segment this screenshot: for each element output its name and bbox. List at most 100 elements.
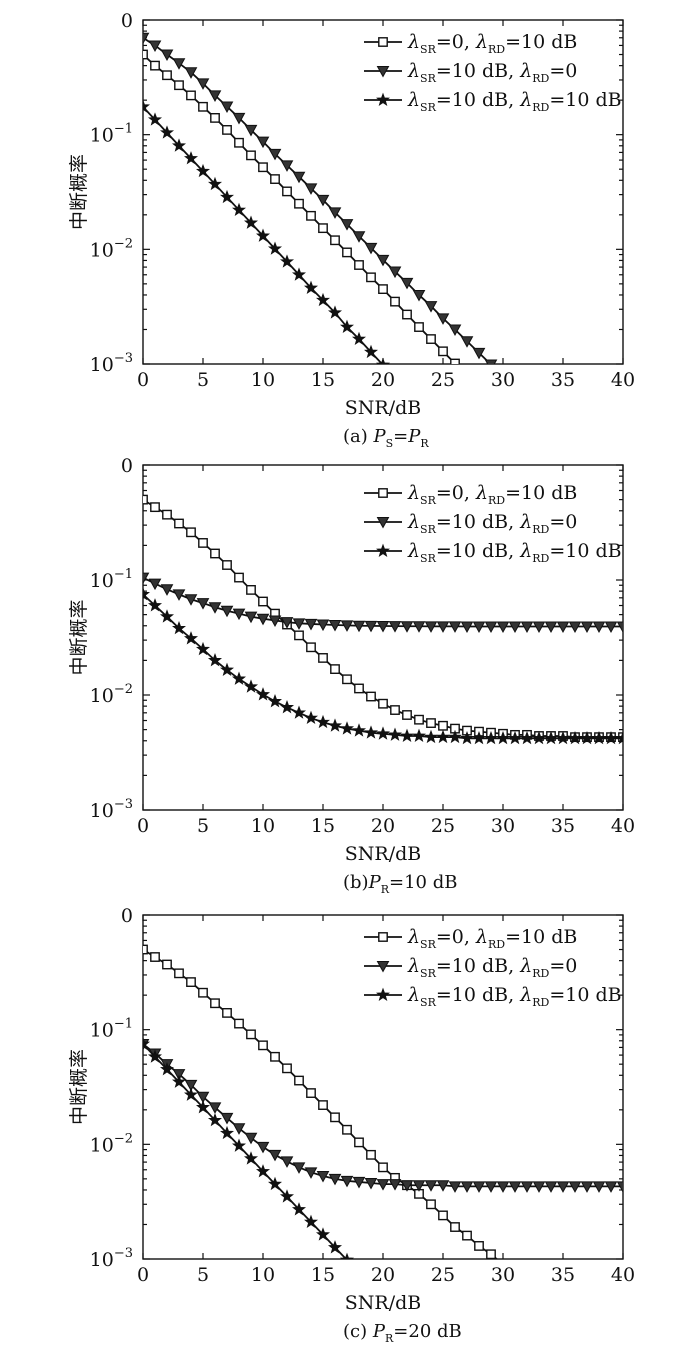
y-tick-exponent: −2 (114, 236, 133, 251)
data-point-square (426, 1199, 436, 1210)
caption-text-var: P (373, 426, 387, 447)
data-point-triangle-down (376, 1179, 390, 1191)
data-point-star (303, 1214, 319, 1229)
data-point-triangle-down (580, 621, 594, 634)
data-point-square (143, 49, 148, 60)
data-point-star (423, 729, 439, 744)
legend-label-text: =10 dB (505, 31, 577, 53)
data-point-triangle-down (400, 1180, 414, 1192)
data-point-triangle-down (352, 1176, 366, 1189)
data-point-star (231, 671, 247, 685)
data-point-square (438, 346, 448, 357)
data-point-star (363, 344, 379, 359)
data-point-square (258, 162, 268, 173)
data-point-square (402, 710, 412, 720)
x-tick-label: 30 (491, 1264, 515, 1286)
y-tick-exponent: −1 (114, 122, 133, 137)
data-point-star (471, 730, 487, 745)
x-axis-label: SNR/dB (345, 397, 421, 419)
data-point-star (147, 1049, 163, 1063)
data-point-square (282, 186, 292, 197)
data-point-triangle-down (160, 49, 174, 62)
legend-label-greek: λ (519, 511, 532, 533)
data-point-star (495, 730, 511, 745)
data-point-triangle-down (196, 598, 210, 610)
data-point-square (378, 698, 388, 709)
data-point-triangle-down (352, 231, 366, 243)
data-point-star (183, 1087, 199, 1101)
data-point-star (243, 679, 259, 693)
data-point-triangle-down (316, 194, 330, 207)
y-tick-base: 10 (90, 354, 114, 376)
legend-label-sub: SR (420, 101, 437, 114)
data-point-square (150, 952, 160, 962)
legend-label-text: =10 dB (549, 89, 621, 111)
data-point-star (339, 721, 355, 735)
y-tick-label: 10−2 (90, 236, 133, 261)
data-point-square (463, 372, 471, 380)
legend-entry: λSR=0, λRD=10 dB (364, 31, 577, 56)
data-point-triangle-down (424, 621, 438, 633)
data-point-triangle-down (232, 112, 246, 125)
panels-layer: 0 5 10 15 20 25 30 35 40010−110−210−3中断概率SNR/dB(… (68, 10, 635, 1345)
data-point-triangle-down (220, 1112, 234, 1125)
data-point-triangle-down (508, 621, 522, 634)
data-point-square (318, 653, 328, 663)
legend-label-greek: λ (407, 511, 420, 533)
data-point-triangle-down (448, 1181, 462, 1193)
x-tick-label: 5 (197, 815, 209, 837)
series-star (143, 587, 623, 745)
data-point-star (143, 587, 151, 601)
legend-label-greek: λ (519, 540, 532, 562)
legend-label-sub: SR (420, 967, 437, 980)
legend-label-sub: RD (532, 101, 549, 114)
data-point-star (195, 1100, 211, 1114)
data-point-square (198, 538, 208, 548)
legend-label-sub: RD (532, 967, 549, 980)
data-point-triangle-down (184, 594, 198, 606)
legend-label-text: =10 dB (505, 482, 577, 504)
legend-entry: λSR=10 dB, λRD=0 (364, 955, 577, 980)
y-tick-base: 0 (121, 455, 133, 477)
data-point-square (438, 720, 448, 731)
data-point-star (159, 125, 175, 139)
data-point-star (291, 1202, 307, 1216)
data-point-star (543, 730, 559, 745)
data-point-square (342, 674, 352, 685)
legend-marker-star (375, 543, 391, 557)
data-point-star (171, 138, 187, 152)
data-point-triangle-down (184, 1079, 198, 1092)
data-point-square (162, 509, 172, 520)
y-axis-label: 中断概率 (68, 154, 90, 230)
legend-label-sub: SR (420, 996, 437, 1009)
chart-panel-3: 0 5 10 15 20 25 30 35 40010−110−210−3中断概率SNR/dB(… (68, 905, 635, 1345)
data-point-square (143, 494, 148, 505)
legend-label-greek: λ (407, 955, 420, 977)
y-tick-base: 10 (90, 800, 114, 822)
data-point-star (353, 1266, 365, 1278)
legend-label: λSR=0, λRD=10 dB (407, 926, 577, 951)
data-point-triangle-down (328, 1173, 342, 1186)
legend-label-sub: RD (532, 72, 549, 85)
data-point-square (330, 664, 340, 674)
data-point-triangle-down (388, 266, 402, 279)
data-point-square (318, 1100, 328, 1110)
data-point-triangle-down (520, 1181, 534, 1193)
data-point-square (486, 1249, 496, 1259)
data-point-square (354, 260, 364, 270)
legend-label-sub: RD (532, 996, 549, 1009)
data-point-star (339, 319, 355, 334)
data-point-square (198, 987, 208, 998)
data-point-star (219, 1125, 235, 1140)
data-point-square (150, 60, 160, 71)
legend-label: λSR=10 dB, λRD=0 (407, 60, 577, 85)
data-point-square (162, 70, 172, 81)
caption-text-text: (a) (343, 426, 374, 447)
data-point-triangle-down (508, 1181, 522, 1193)
data-point-triangle-down (280, 1156, 294, 1168)
legend-label-text: =10 dB, (436, 955, 520, 977)
legend-label-text: =10 dB, (436, 60, 520, 82)
data-point-star (303, 280, 319, 294)
legend-entry: λSR=0, λRD=10 dB (364, 482, 577, 507)
